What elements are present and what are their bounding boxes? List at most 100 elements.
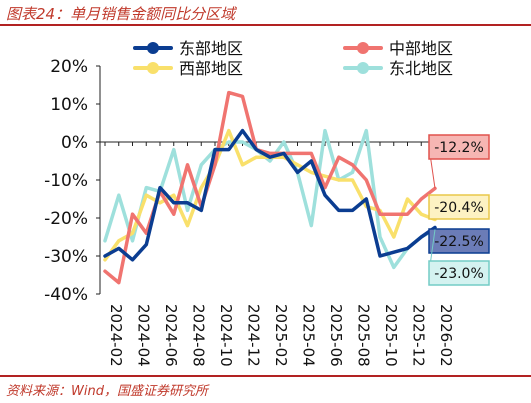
data-point — [117, 247, 120, 250]
x-tick-label: 2025-08 — [355, 304, 373, 367]
data-point — [172, 201, 175, 204]
data-point — [117, 194, 120, 197]
data-point — [406, 247, 409, 250]
data-point — [392, 266, 395, 269]
data-point — [420, 213, 423, 216]
y-tick-label: -10% — [44, 171, 88, 191]
data-point — [172, 194, 175, 197]
end-label: -12.2% — [434, 140, 484, 156]
data-point — [145, 232, 148, 235]
end-label: -22.5% — [434, 234, 484, 250]
data-point — [172, 148, 175, 151]
figure-title: 图表24：单月销售金额同比分区域 — [6, 5, 236, 23]
data-point — [365, 197, 368, 201]
data-point — [323, 194, 327, 197]
end-label: -20.4% — [434, 200, 484, 216]
data-point — [310, 152, 313, 155]
legend-marker — [357, 42, 369, 54]
data-point — [337, 156, 340, 159]
bottom-rule — [0, 375, 531, 377]
y-tick-label: 10% — [50, 95, 88, 115]
end-label-box — [428, 228, 490, 254]
data-point — [378, 213, 382, 216]
data-point — [117, 239, 120, 242]
data-point — [268, 156, 272, 159]
y-tick-label: -40% — [44, 285, 88, 305]
data-point — [145, 194, 148, 197]
data-point — [365, 129, 368, 132]
data-point — [117, 281, 120, 284]
data-point — [420, 235, 423, 239]
y-tick-label: 20% — [50, 57, 88, 77]
data-point — [323, 186, 327, 189]
data-point — [351, 163, 354, 166]
data-point — [145, 243, 148, 246]
end-label: -23.0% — [434, 266, 484, 282]
series-line-0 — [103, 128, 437, 262]
data-point — [310, 159, 313, 163]
data-point — [337, 178, 340, 182]
data-point — [186, 201, 189, 204]
data-point — [200, 163, 203, 166]
x-tick-label: 2024-06 — [162, 304, 180, 367]
legend-label: 西部地区 — [179, 59, 243, 78]
top-rule — [0, 24, 531, 26]
data-point — [310, 171, 313, 174]
data-point — [200, 209, 203, 212]
end-label-box — [428, 194, 490, 220]
data-point — [310, 224, 313, 227]
x-tick-label: 2024-10 — [217, 304, 235, 367]
y-tick-label: -20% — [44, 209, 88, 229]
data-point — [323, 129, 327, 132]
data-point — [392, 213, 395, 216]
data-point — [213, 148, 217, 151]
data-point — [255, 148, 258, 151]
data-point — [351, 209, 354, 212]
data-point — [103, 239, 107, 242]
legend-label: 东北地区 — [389, 59, 453, 78]
data-point — [172, 213, 175, 216]
legend-marker — [357, 62, 369, 74]
data-point — [365, 178, 368, 182]
y-tick-label: -30% — [44, 247, 88, 267]
data-point — [241, 95, 244, 98]
data-point — [200, 186, 203, 189]
data-point — [227, 129, 230, 132]
data-point — [392, 251, 395, 254]
data-point — [213, 163, 217, 166]
data-point — [392, 235, 395, 239]
end-label-box — [428, 260, 490, 286]
data-point — [241, 163, 244, 166]
data-point — [103, 254, 107, 258]
x-tick-label: 2024-12 — [245, 304, 263, 367]
data-point — [378, 235, 382, 239]
legend-marker — [147, 62, 159, 74]
source-note: 资料来源：Wind，国盛证券研究所 — [6, 384, 208, 399]
data-point — [282, 152, 285, 155]
data-point — [296, 163, 299, 166]
data-point — [282, 140, 285, 144]
x-tick-label: 2025-04 — [300, 304, 318, 367]
data-point — [420, 197, 423, 201]
data-point — [378, 254, 382, 258]
data-point — [158, 186, 162, 189]
data-point — [186, 224, 189, 227]
data-point — [296, 171, 299, 174]
data-point — [406, 197, 409, 201]
x-tick-label: 2026-02 — [437, 304, 455, 367]
data-point — [351, 178, 354, 182]
data-point — [351, 171, 354, 174]
data-point — [131, 213, 134, 216]
data-point — [186, 209, 189, 212]
data-point — [227, 148, 230, 151]
data-point — [103, 258, 107, 261]
legend-label: 中部地区 — [389, 39, 453, 58]
data-point — [241, 129, 244, 132]
data-point — [158, 201, 162, 204]
data-point — [268, 159, 272, 163]
data-point — [131, 232, 134, 235]
data-point — [145, 186, 148, 189]
data-point — [255, 156, 258, 159]
x-tick-label: 2025-10 — [382, 304, 400, 367]
